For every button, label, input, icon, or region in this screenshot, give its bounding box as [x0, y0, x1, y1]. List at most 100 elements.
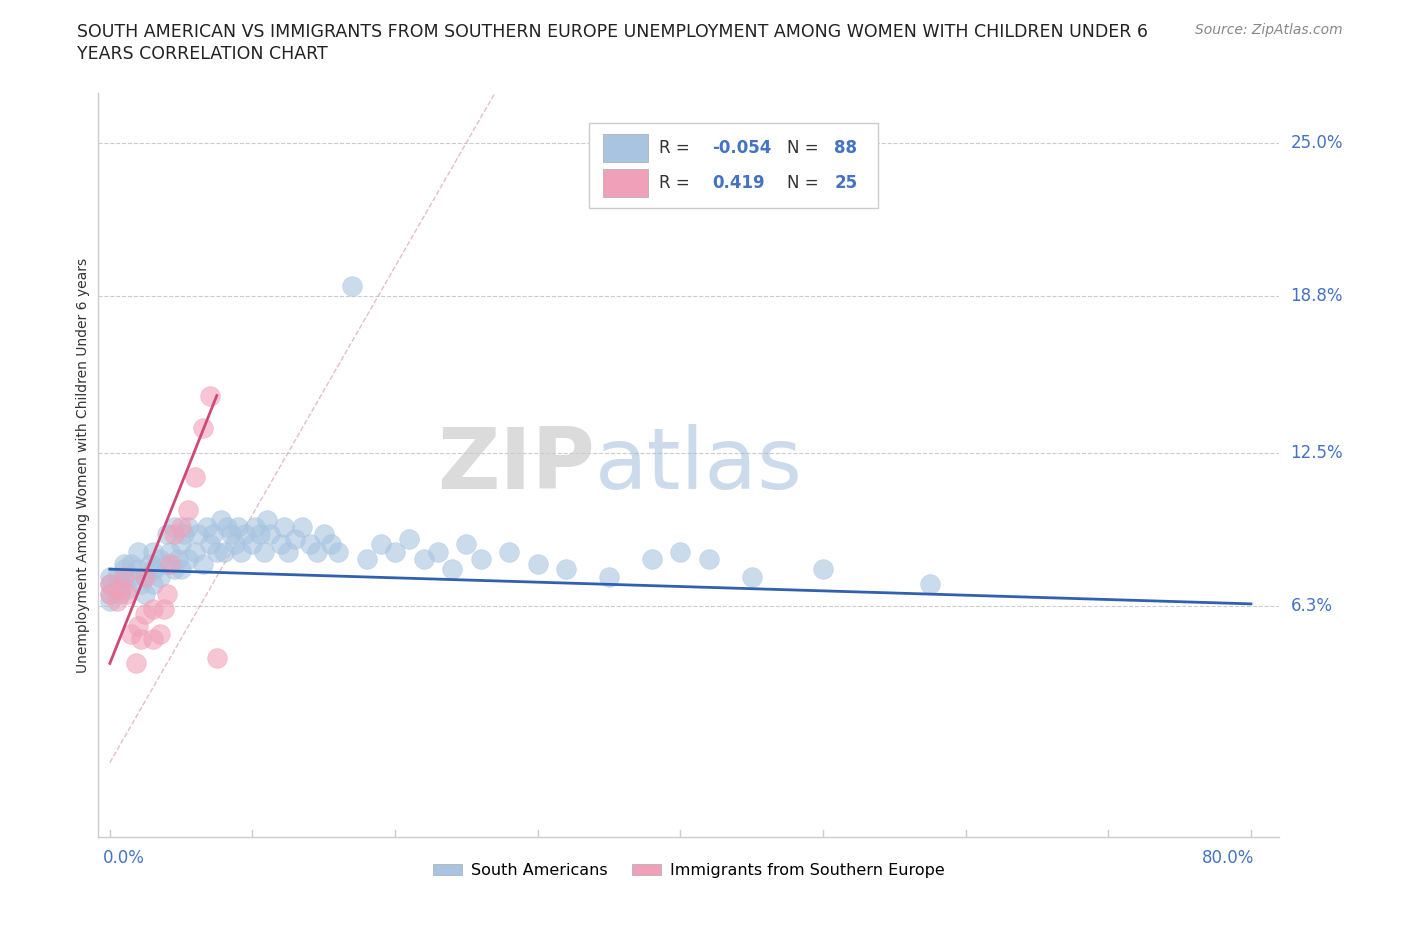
Point	[149, 569, 172, 584]
Text: R =: R =	[659, 140, 696, 157]
Point	[105, 569, 128, 584]
Text: 6.3%: 6.3%	[1291, 597, 1333, 616]
Point	[342, 279, 364, 294]
Y-axis label: Unemployment Among Women with Children Under 6 years: Unemployment Among Women with Children U…	[76, 258, 90, 672]
Point	[201, 527, 224, 542]
Point	[184, 470, 207, 485]
Point	[112, 562, 135, 577]
Text: ZIP: ZIP	[437, 423, 595, 507]
Point	[470, 551, 492, 566]
Point	[177, 520, 200, 535]
Point	[142, 544, 165, 559]
Point	[105, 594, 128, 609]
Point	[98, 587, 121, 602]
Point	[112, 557, 135, 572]
Point	[108, 587, 131, 602]
Point	[253, 544, 276, 559]
Point	[195, 520, 218, 535]
Point	[170, 562, 193, 577]
Point	[110, 577, 132, 591]
Point	[110, 581, 132, 596]
Point	[598, 569, 620, 584]
Point	[426, 544, 449, 559]
Point	[441, 562, 464, 577]
Point	[219, 527, 242, 542]
Point	[233, 527, 256, 542]
Point	[129, 631, 152, 646]
Point	[284, 532, 307, 547]
Point	[112, 569, 135, 584]
Bar	[603, 134, 648, 162]
Point	[129, 577, 152, 591]
Point	[149, 626, 172, 641]
Point	[120, 626, 142, 641]
Point	[249, 527, 271, 542]
Point	[498, 544, 520, 559]
Text: 18.8%: 18.8%	[1291, 287, 1343, 305]
Point	[205, 544, 228, 559]
Point	[191, 420, 214, 435]
Point	[319, 537, 342, 551]
Point	[173, 527, 195, 542]
Point	[170, 537, 193, 551]
Point	[184, 544, 207, 559]
Point	[139, 557, 162, 572]
Point	[149, 551, 172, 566]
Point	[669, 544, 692, 559]
Text: 0.419: 0.419	[713, 174, 765, 192]
Point	[127, 544, 149, 559]
Point	[312, 527, 335, 542]
Text: N =: N =	[787, 140, 824, 157]
Point	[142, 577, 165, 591]
Point	[98, 594, 121, 609]
Point	[142, 602, 165, 617]
Point	[115, 581, 138, 596]
Point	[127, 618, 149, 633]
Point	[291, 520, 314, 535]
Point	[245, 520, 267, 535]
Point	[384, 544, 406, 559]
Point	[159, 544, 181, 559]
Point	[142, 631, 165, 646]
Point	[120, 557, 142, 572]
Point	[209, 512, 232, 527]
Point	[163, 562, 186, 577]
Point	[153, 602, 176, 617]
Point	[226, 520, 249, 535]
Point	[697, 551, 720, 566]
Point	[326, 544, 349, 559]
Point	[98, 577, 121, 591]
Point	[212, 544, 235, 559]
Point	[145, 562, 167, 577]
Point	[112, 569, 135, 584]
Point	[120, 569, 142, 584]
Point	[741, 569, 763, 584]
Point	[170, 520, 193, 535]
Text: 88: 88	[834, 140, 858, 157]
Point	[191, 557, 214, 572]
Legend: South Americans, Immigrants from Southern Europe: South Americans, Immigrants from Souther…	[426, 857, 952, 884]
Point	[256, 512, 278, 527]
Point	[277, 544, 299, 559]
Point	[918, 577, 941, 591]
Point	[142, 562, 165, 577]
Text: 25: 25	[834, 174, 858, 192]
Text: 25.0%: 25.0%	[1291, 134, 1343, 152]
Point	[124, 656, 146, 671]
Point	[98, 569, 121, 584]
Point	[270, 537, 292, 551]
Point	[205, 651, 228, 666]
Point	[187, 527, 209, 542]
Point	[356, 551, 378, 566]
FancyBboxPatch shape	[589, 123, 877, 208]
Point	[555, 562, 578, 577]
Text: R =: R =	[659, 174, 696, 192]
Point	[298, 537, 321, 551]
Point	[811, 562, 834, 577]
Point	[98, 577, 121, 591]
Point	[177, 551, 200, 566]
Point	[134, 569, 156, 584]
Point	[412, 551, 434, 566]
Point	[198, 537, 221, 551]
Point	[156, 587, 179, 602]
